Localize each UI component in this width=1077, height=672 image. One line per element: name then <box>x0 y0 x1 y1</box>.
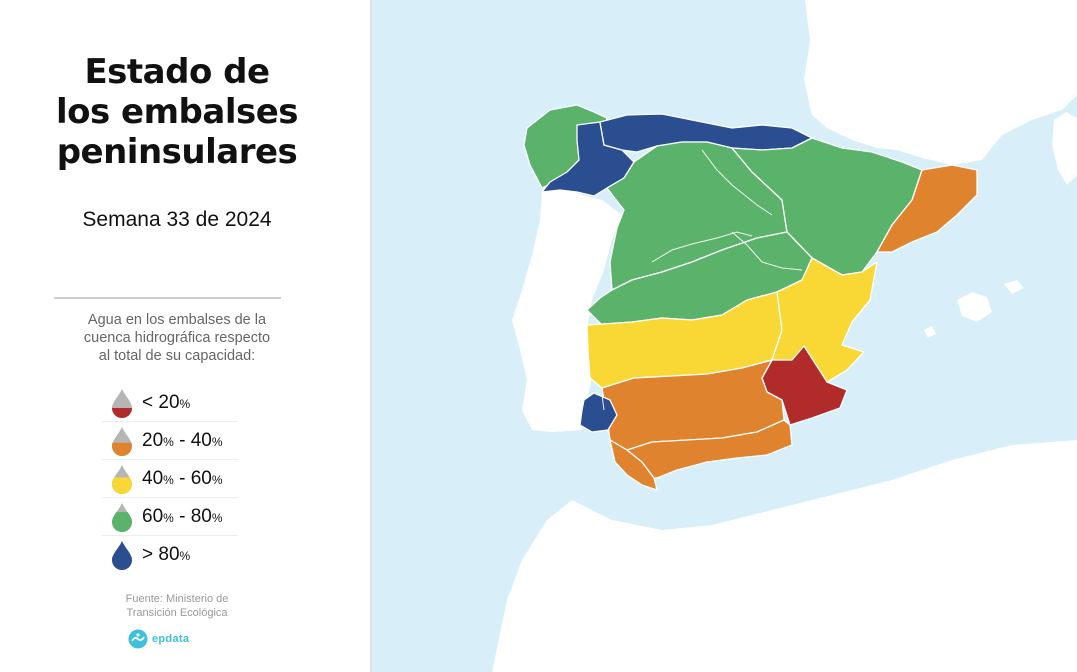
title-line: Estado de <box>84 52 270 92</box>
legend-value: - <box>173 506 191 527</box>
legend-value: 60 <box>190 468 212 489</box>
title-line: peninsulares <box>56 132 298 172</box>
basin-cataluna[interactable] <box>876 164 978 253</box>
legend-item: 20% - 40% <box>102 422 238 460</box>
percent-sign: % <box>211 435 223 449</box>
legend-value: 80 <box>190 506 212 527</box>
info-panel: Estado de los embalses peninsulares Sema… <box>0 0 370 672</box>
water-drop-icon <box>112 465 132 494</box>
legend-value: 40 <box>190 430 212 451</box>
legend-label: > 80% <box>142 544 190 566</box>
divider <box>54 297 281 299</box>
percent-sign: % <box>163 473 174 487</box>
portugal-land <box>512 188 622 432</box>
peninsula-map <box>492 0 1077 672</box>
water-drop-icon <box>112 389 132 418</box>
legend-label: < 20% <box>142 392 190 414</box>
legend-value: 60 <box>142 506 164 527</box>
corsica-land <box>1052 112 1077 185</box>
basin-tinto-odiel-piedras[interactable] <box>579 392 618 433</box>
mallorca-land <box>957 292 992 322</box>
legend-value: > 80 <box>142 544 180 565</box>
percent-sign: % <box>179 549 191 563</box>
legend-heading-line: cuenca hidrográfica respecto <box>83 330 271 346</box>
percent-sign: % <box>211 511 223 525</box>
source-line: Fuente: Ministerio de <box>125 593 229 605</box>
legend-item: 40% - 60% <box>102 460 238 498</box>
water-drop-icon <box>112 541 132 570</box>
legend-heading-line: al total de su capacidad: <box>98 348 256 364</box>
source-note: Fuente: Ministerio de Transición Ecológi… <box>40 592 314 620</box>
legend-value: 40 <box>142 468 164 489</box>
ibiza-land <box>924 326 936 338</box>
legend-label: 20% - 40% <box>142 430 223 452</box>
percent-sign: % <box>211 473 223 487</box>
basin-mediterranea-andaluza[interactable] <box>626 419 793 479</box>
legend-item: < 20% <box>102 384 238 422</box>
legend-value: - <box>173 430 191 451</box>
percent-sign: % <box>179 397 191 411</box>
legend-label: 60% - 80% <box>142 506 223 528</box>
logo-text: epdata <box>152 633 190 645</box>
title-line: los embalses <box>55 92 299 132</box>
epdata-logo[interactable]: epdata <box>128 629 189 649</box>
percent-sign: % <box>163 511 174 525</box>
page-title: Estado de los embalses peninsulares <box>0 52 354 172</box>
subtitle: Semana 33 de 2024 <box>82 208 272 231</box>
legend-item: 60% - 80% <box>102 498 238 536</box>
legend-value: 20 <box>142 430 164 451</box>
source-line: Transición Ecológica <box>126 607 228 619</box>
sub-basin-borders <box>601 149 803 411</box>
legend: < 20% 20% - 40% 40% - 60% 60% - 80% > 80% <box>102 384 238 573</box>
legend-value: < 20 <box>142 392 180 413</box>
africa-land <box>492 440 1077 672</box>
legend-heading-line: Agua en los embalses de la <box>87 312 267 328</box>
percent-sign: % <box>163 435 174 449</box>
water-drop-icon <box>112 427 132 456</box>
water-drop-icon <box>112 503 132 532</box>
legend-heading: Agua en los embalses de la cuenca hidrog… <box>40 311 314 365</box>
legend-label: 40% - 60% <box>142 468 223 490</box>
france-land <box>804 0 1077 165</box>
epdata-logo-icon <box>128 629 148 649</box>
menorca-land <box>1004 280 1024 294</box>
legend-item: > 80% <box>102 536 238 573</box>
legend-value: - <box>173 468 191 489</box>
map-area <box>370 0 1077 672</box>
